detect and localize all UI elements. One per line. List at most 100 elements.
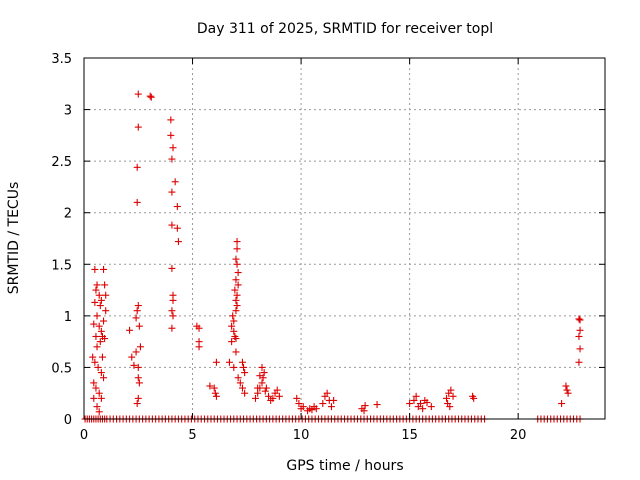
- data-point: [146, 92, 154, 100]
- data-point: [133, 198, 141, 206]
- data-point: [443, 394, 451, 402]
- data-point: [92, 286, 100, 294]
- data-point: [134, 394, 142, 402]
- data-point: [95, 389, 103, 397]
- tick-labels: 0 5 10 15 20 0 0.5 1 1.5 2 2.5 3 3.5: [51, 52, 526, 443]
- data-point: [169, 144, 177, 152]
- data-point: [564, 389, 572, 397]
- data-point: [90, 379, 98, 387]
- data-point: [132, 314, 140, 322]
- data-point: [576, 345, 584, 353]
- data-point: [102, 291, 110, 299]
- x-tick-label: 10: [293, 428, 310, 443]
- data-point: [293, 394, 301, 402]
- data-point: [232, 335, 240, 343]
- data-point: [234, 374, 242, 382]
- data-point: [168, 221, 176, 229]
- data-point: [258, 379, 266, 387]
- data-point: [327, 403, 335, 411]
- data-point: [233, 238, 241, 246]
- data-point: [258, 363, 266, 371]
- data-point: [319, 400, 327, 408]
- data-point: [100, 265, 108, 273]
- data-point: [228, 322, 236, 330]
- data-point: [251, 394, 259, 402]
- data-point: [132, 348, 140, 356]
- data-point: [92, 384, 100, 392]
- data-point: [256, 372, 264, 380]
- data-point: [412, 392, 420, 400]
- data-point: [101, 281, 109, 289]
- y-tick-label: 3: [64, 104, 72, 119]
- data-point: [133, 307, 141, 315]
- y-tick-label: 0: [64, 413, 72, 428]
- data-point: [563, 386, 571, 394]
- data-point: [171, 178, 179, 186]
- data-point: [229, 312, 237, 320]
- data-point: [93, 281, 101, 289]
- data-point: [232, 307, 240, 315]
- data-point: [97, 327, 105, 335]
- data-point: [173, 203, 181, 211]
- data-point: [168, 264, 176, 272]
- data-point: [98, 353, 106, 361]
- data-point: [241, 369, 249, 377]
- data-point: [94, 363, 102, 371]
- data-point: [134, 90, 142, 98]
- data-point: [260, 369, 268, 377]
- data-point: [427, 403, 435, 411]
- data-point: [96, 338, 104, 346]
- data-point: [360, 407, 368, 415]
- data-point: [232, 296, 240, 304]
- data-point: [254, 384, 262, 392]
- data-point: [230, 317, 238, 325]
- data-point: [91, 265, 99, 273]
- data-point: [232, 276, 240, 284]
- data-point: [576, 316, 584, 324]
- data-point: [231, 286, 239, 294]
- data-point: [312, 405, 320, 413]
- data-point: [97, 296, 105, 304]
- data-point: [447, 386, 455, 394]
- data-point: [93, 403, 101, 411]
- data-point: [233, 302, 241, 310]
- data-point: [168, 188, 176, 196]
- x-tick-label: 15: [401, 428, 418, 443]
- data-point: [423, 398, 431, 406]
- data-point: [168, 155, 176, 163]
- data-point: [299, 403, 307, 411]
- data-point: [228, 338, 236, 346]
- data-point: [269, 394, 277, 402]
- data-point: [95, 291, 103, 299]
- data-point: [173, 224, 181, 232]
- data-point: [273, 386, 281, 394]
- data-point: [135, 379, 143, 387]
- data-point: [230, 327, 238, 335]
- data-point: [91, 298, 99, 306]
- data-point: [100, 374, 108, 382]
- y-tick-label: 2: [64, 207, 72, 222]
- x-tick-label: 20: [510, 428, 527, 443]
- data-point: [92, 332, 100, 340]
- data-point: [238, 358, 246, 366]
- data-point: [136, 343, 144, 351]
- data-point: [230, 363, 238, 371]
- data-point: [134, 374, 142, 382]
- x-tick-label: 5: [188, 428, 196, 443]
- data-point: [323, 389, 331, 397]
- data-point: [89, 353, 97, 361]
- data-point: [232, 255, 240, 263]
- data-point: [210, 384, 218, 392]
- data-point: [233, 245, 241, 253]
- y-tick-label: 1: [64, 310, 72, 325]
- data-point: [195, 343, 203, 351]
- x-axis-label: GPS time / hours: [286, 458, 403, 474]
- y-tick-label: 2.5: [51, 155, 72, 170]
- data-point: [416, 400, 424, 408]
- y-tick-label: 1.5: [51, 258, 72, 273]
- data-point: [558, 400, 566, 408]
- data-point: [147, 93, 155, 101]
- data-point: [102, 307, 110, 315]
- data-point: [410, 396, 418, 404]
